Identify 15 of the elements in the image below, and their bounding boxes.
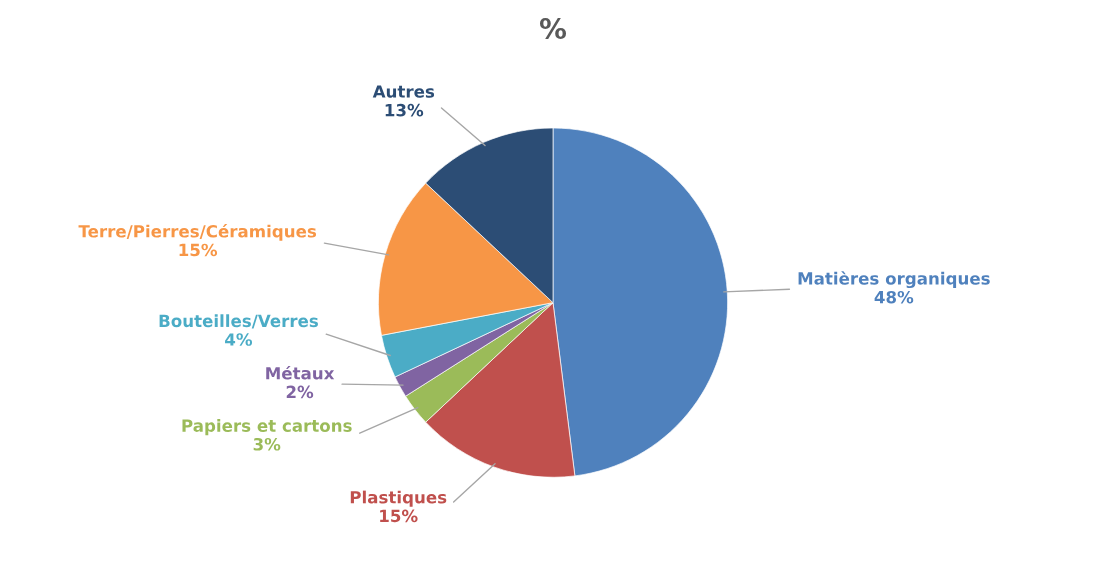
slice-label: Autres: [372, 85, 435, 98]
data-label: 4%: [225, 333, 253, 346]
slice-label: Bouteilles/Verres: [159, 314, 318, 329]
data-label: 13%: [385, 103, 424, 117]
data-label: 2%: [286, 385, 314, 399]
slice-label: Plastiques: [350, 490, 447, 507]
data-label: 15%: [179, 243, 218, 257]
data-label: 48%: [874, 290, 914, 304]
slice-label: Matières organiques: [798, 271, 990, 289]
slice-label: Papiers et cartons: [182, 419, 352, 436]
slice-label: Terre/Pierres/Céramiques: [78, 224, 317, 241]
chart-title: %: [539, 17, 567, 39]
slice-label: Métaux: [266, 365, 335, 380]
data-label: 15%: [380, 509, 418, 523]
data-label: 3%: [253, 437, 281, 451]
